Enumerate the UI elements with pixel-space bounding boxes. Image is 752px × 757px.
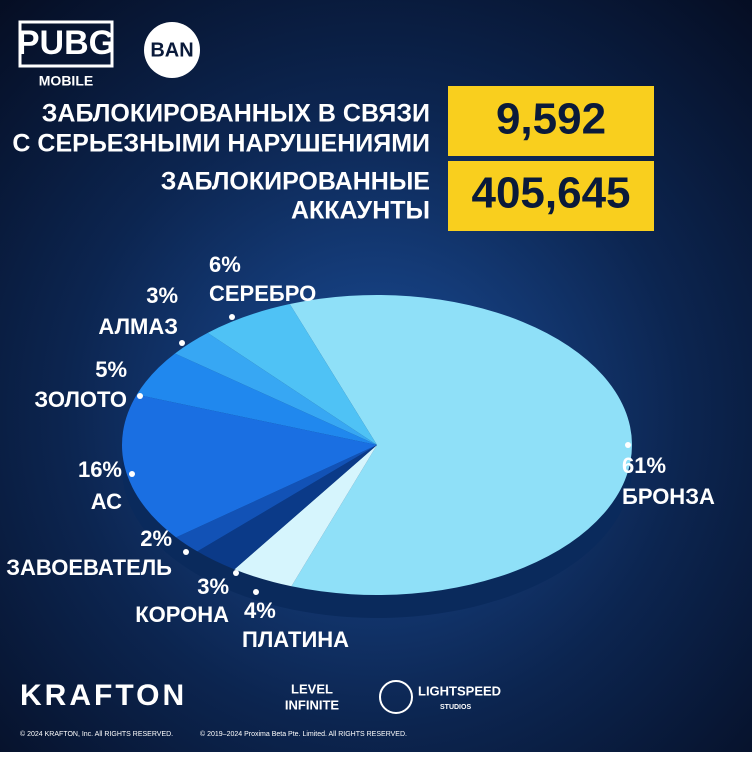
pie-slice — [234, 445, 377, 587]
pie-slice — [121, 394, 377, 538]
value-label: 16% — [78, 457, 122, 482]
label-dot — [129, 471, 135, 477]
pie-slice — [176, 445, 377, 552]
category-label: БРОНЗА — [622, 484, 715, 509]
pie-slice — [289, 295, 632, 595]
label-dot — [137, 393, 143, 399]
stat-label: АККАУНТЫ — [291, 197, 430, 225]
stat-value: 9,592 — [496, 95, 606, 144]
pie-slice — [136, 353, 377, 445]
value-label: 3% — [146, 283, 178, 308]
pie-slice — [207, 304, 377, 445]
pie: 61% БРОНЗА 4% ПЛАТИНА 3% КОРОНА 2% ЗАВОЕВАТЕЛЬ 1… — [6, 252, 715, 652]
value-label: 61% — [622, 453, 666, 478]
value-label: 6% — [209, 252, 241, 277]
copyright: © 2024 KRAFTON, Inc. All RIGHTS RESERVED… — [20, 730, 173, 738]
value-label: 3% — [197, 574, 229, 599]
badge-circle — [144, 22, 200, 78]
pie-slice — [197, 445, 377, 570]
stat-value: 405,645 — [471, 169, 630, 218]
label-dot — [253, 589, 259, 595]
logo-sub: MOBILE — [39, 73, 93, 89]
footer-logo: STUDIOS — [440, 704, 471, 711]
footer-logo: LIGHTSPEED — [418, 683, 501, 698]
label-dot — [625, 442, 631, 448]
stat-box — [448, 86, 654, 156]
category-label: СЕРЕБРО — [209, 281, 316, 306]
badge: BAN — [150, 39, 193, 61]
stat-label: ЗАБЛОКИРОВАННЫЕ — [161, 168, 430, 196]
footer-icon — [379, 680, 413, 714]
footer-logo: LEVEL — [291, 681, 333, 696]
footer-logo: KRAFTON — [20, 679, 187, 712]
category-label: АС — [91, 489, 122, 514]
label-dot — [233, 570, 239, 576]
category-label: ЗОЛОТО — [34, 387, 127, 412]
copyright: © 2019–2024 Proxima Beta Pte. Limited. A… — [200, 730, 407, 738]
label-dot — [179, 340, 185, 346]
category-label: ЗАВОЕВАТЕЛЬ — [6, 555, 172, 580]
category-label: ПЛАТИНА — [242, 627, 349, 652]
value-label: 5% — [95, 357, 127, 382]
label-dot — [229, 314, 235, 320]
stat-box — [448, 161, 654, 231]
label-dot — [183, 549, 189, 555]
stat-label: С СЕРЬЕЗНЫМИ НАРУШЕНИЯМИ — [12, 130, 430, 158]
logo-frame — [18, 20, 114, 68]
logo: PUBG — [17, 24, 115, 62]
category-label: КОРОНА — [135, 602, 229, 627]
category-label: АЛМАЗ — [98, 314, 178, 339]
value-label: 2% — [140, 526, 172, 551]
footer-logo: INFINITE — [285, 697, 339, 712]
pie-slice — [174, 332, 377, 445]
value-label: 4% — [244, 598, 276, 623]
stat-label: ЗАБЛОКИРОВАННЫХ В СВЯЗИ — [42, 100, 430, 128]
